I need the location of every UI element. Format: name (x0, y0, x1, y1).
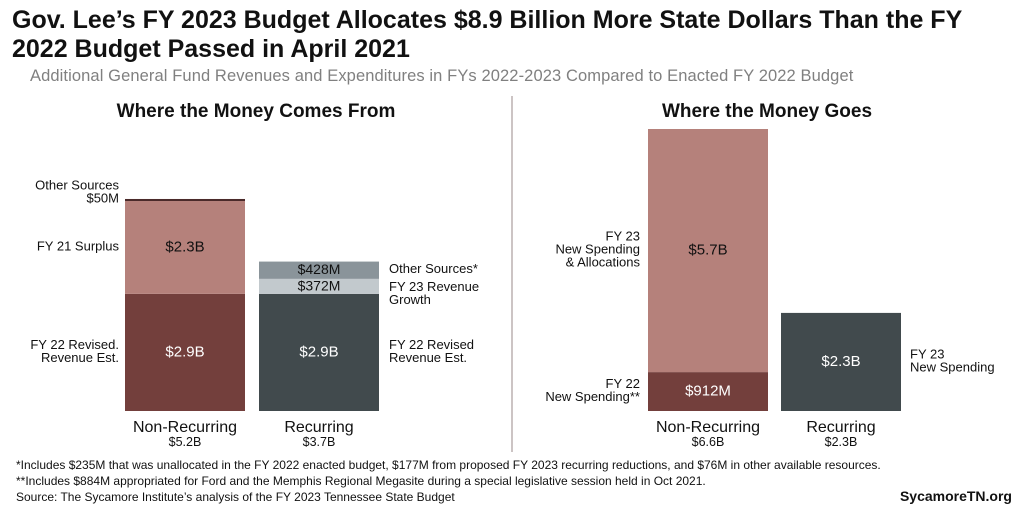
data-label: $2.9B (165, 343, 204, 360)
data-label: $2.3B (821, 353, 860, 370)
data-label: $5.7B (688, 242, 727, 259)
chart-subtitle: Additional General Fund Revenues and Exp… (30, 67, 854, 85)
brand-logo-text: SycamoreTN.org (899, 488, 1012, 504)
segment-side-label: FY 23 New Spending & Allocations (555, 229, 640, 270)
bar-segment (259, 261, 379, 279)
footnote-1: *Includes $235M that was unallocated in … (16, 458, 881, 472)
segment-side-label: FY 22 Revised Revenue Est. (389, 337, 474, 365)
footnote-2: **Includes $884M appropriated for Ford a… (16, 474, 706, 488)
category-label: Recurring (806, 419, 875, 436)
category-label: Recurring (284, 419, 353, 436)
bar-segment (259, 293, 379, 411)
panel-title: Where the Money Goes (662, 101, 872, 122)
category-total-label: $5.2B (169, 435, 202, 449)
segment-side-label: FY 22 Revised. Revenue Est. (30, 337, 119, 365)
segment-side-label: FY 21 Surplus (37, 239, 120, 254)
category-label: Non-Recurring (133, 419, 237, 436)
bar-segment (648, 372, 768, 411)
bar-segment (125, 198, 245, 201)
segment-side-label: Other Sources* (389, 262, 478, 277)
data-label: $2.9B (299, 343, 338, 360)
bar-segment (648, 129, 768, 373)
bar-segment (125, 293, 245, 411)
segment-side-label: FY 22 New Spending** (545, 376, 640, 404)
source-note: Source: The Sycamore Institute’s analysi… (16, 490, 455, 504)
chart-title: Gov. Lee’s FY 2023 Budget Allocates $8.9… (12, 6, 962, 63)
data-label: $912M (685, 383, 731, 400)
segment-side-label: Other Sources $50M (35, 178, 119, 206)
data-label: $2.3B (165, 238, 204, 255)
bar-segment (781, 312, 901, 411)
category-label: Non-Recurring (656, 419, 760, 436)
category-total-label: $6.6B (692, 435, 725, 449)
segment-side-label: FY 23 New Spending (910, 347, 995, 375)
category-total-label: $3.7B (303, 435, 336, 449)
segment-side-label: FY 23 Revenue Growth (389, 279, 479, 307)
data-label: $372M (298, 277, 341, 293)
category-total-label: $2.3B (825, 435, 858, 449)
bar-segment (259, 278, 379, 294)
data-label: $428M (298, 261, 341, 277)
bar-segment (125, 201, 245, 294)
panel-title: Where the Money Comes From (117, 101, 396, 122)
